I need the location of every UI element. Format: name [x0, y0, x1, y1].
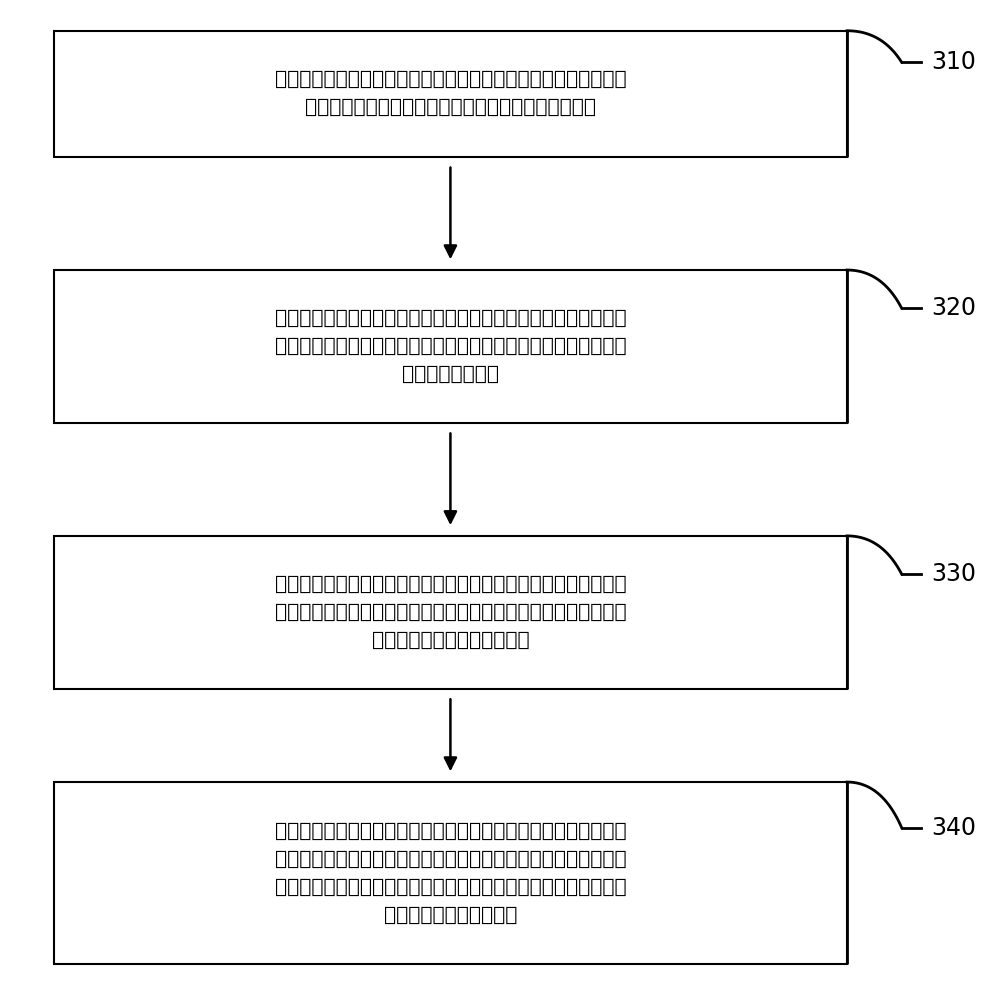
FancyBboxPatch shape: [54, 270, 847, 423]
FancyBboxPatch shape: [54, 31, 847, 157]
Text: 320: 320: [931, 296, 976, 320]
Text: 340: 340: [931, 815, 976, 840]
FancyBboxPatch shape: [54, 782, 847, 964]
Text: 接收所述收端设备发送的第一响应报文，所述第一响应报文为所述
收端设备按照所述一组请求报文中的报文顺序接收到第一请求报文
后返回的响应报文: 接收所述收端设备发送的第一响应报文，所述第一响应报文为所述 收端设备按照所述一组…: [275, 309, 626, 384]
Text: 330: 330: [931, 562, 976, 586]
Text: 向收端设备发送一组请求报文，所述一组请求报文的报文大小小于
或者等于所述发端设备的发送缓冲区中的空闲空间大小: 向收端设备发送一组请求报文，所述一组请求报文的报文大小小于 或者等于所述发端设备…: [275, 71, 626, 117]
FancyBboxPatch shape: [54, 536, 847, 688]
Text: 判断所述第一响应报文是否为第二响应报文，所述第二响应报文为
所述发端设备按照所述一组请求报文对应的一组响应报文中的报文
顺序当前应接收到的响应报文: 判断所述第一响应报文是否为第二响应报文，所述第二响应报文为 所述发端设备按照所述…: [275, 575, 626, 649]
Text: 当所述第一响应报文不为所述第二响应报文时，按照所述第一响应
报文在所述一组响应报文中的报文顺序将所述第一响应报文插入发
送缓冲区的对应位置；当所述第一响应报文为: 当所述第一响应报文不为所述第二响应报文时，按照所述第一响应 报文在所述一组响应报…: [275, 821, 626, 924]
Text: 310: 310: [931, 51, 976, 74]
